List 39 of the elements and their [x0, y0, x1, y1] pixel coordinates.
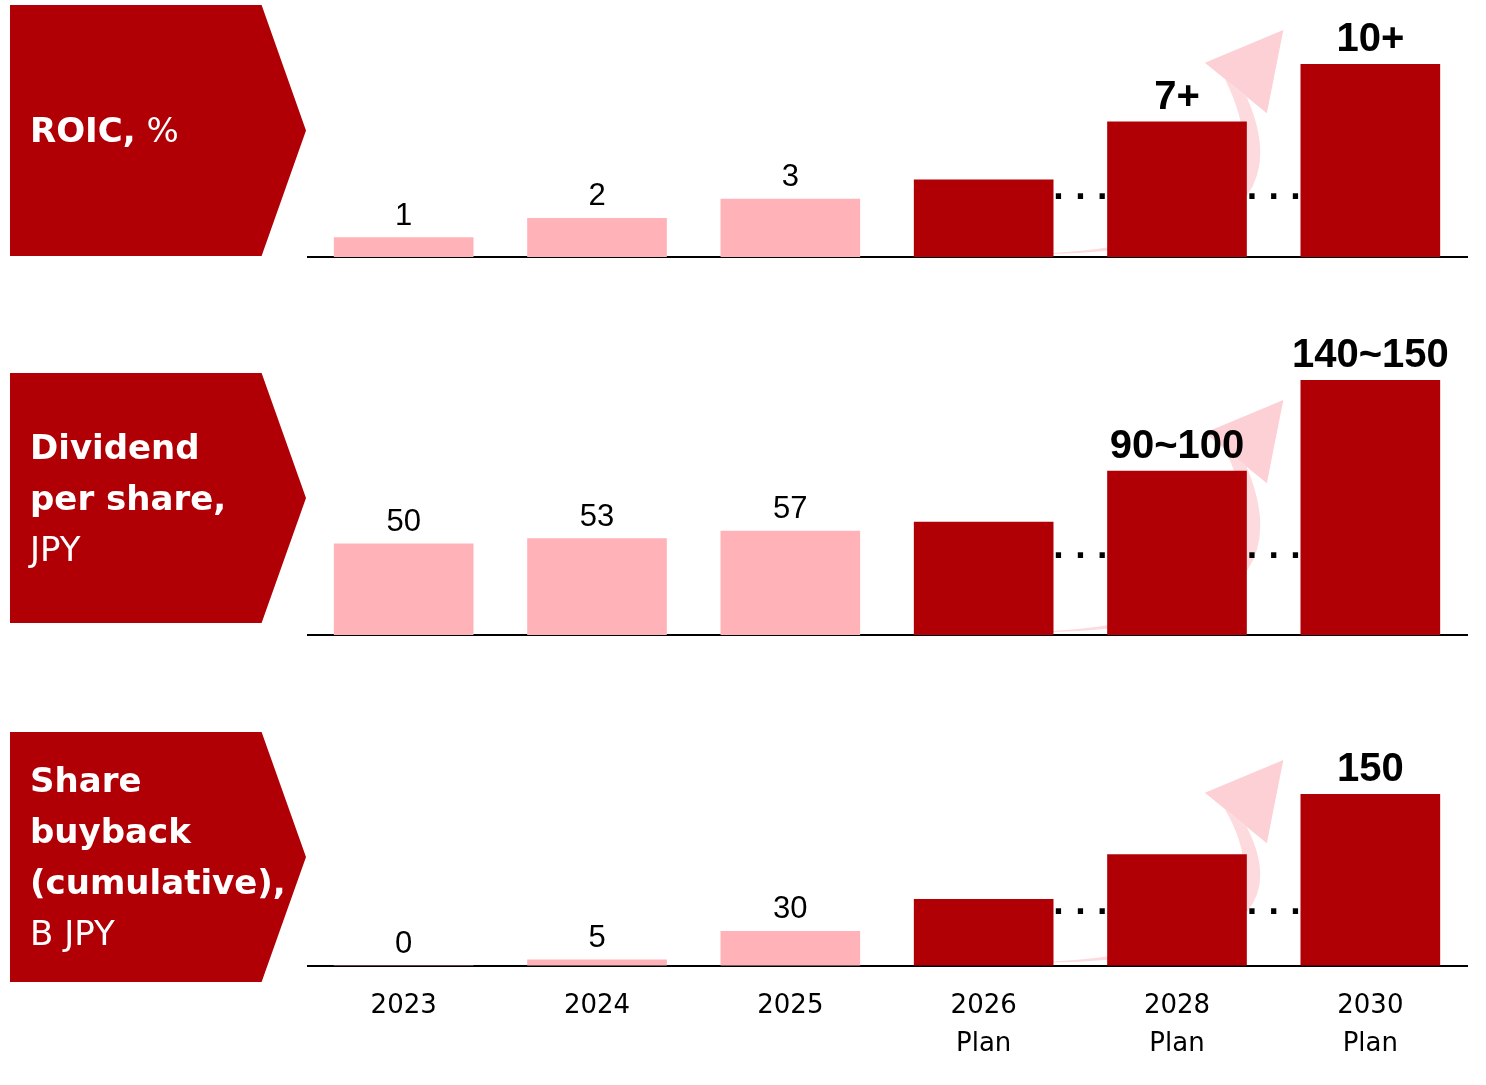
bar — [333, 543, 474, 635]
x-tick-label: 2023 — [370, 989, 437, 1020]
x-tick-label: 2030 Plan — [1337, 989, 1404, 1057]
data-label: 30 — [773, 890, 808, 926]
annotation: · · · — [1052, 893, 1108, 929]
text: Dividend per share, JPY — [30, 426, 227, 569]
bar — [527, 538, 667, 635]
data-label: 7+ — [1154, 72, 1200, 117]
text: ROIC, % — [30, 110, 179, 150]
data-label: 1 — [395, 196, 413, 232]
x-tick-label: 2025 — [757, 989, 824, 1020]
annotation: · · · — [1246, 893, 1302, 929]
bar — [527, 218, 667, 257]
bar — [1300, 64, 1441, 257]
data-label: 90~100 — [1109, 422, 1245, 467]
data-label: 2 — [588, 177, 606, 213]
annotation: · · · — [1246, 538, 1302, 574]
annotation: · · · — [1052, 178, 1108, 214]
data-label: 57 — [773, 490, 808, 526]
text: Share buyback (cumulative), B JPY — [30, 760, 286, 953]
annotation: · · · — [1052, 538, 1108, 574]
x-tick-label: 2026 Plan — [950, 989, 1017, 1057]
data-label: 150 — [1336, 745, 1404, 790]
data-label: 53 — [579, 497, 615, 533]
data-label: 5 — [588, 918, 606, 954]
data-label: 10+ — [1336, 15, 1405, 60]
x-tick-label: 2028 Plan — [1143, 989, 1211, 1057]
bar — [720, 930, 861, 966]
annotation: · · · — [1246, 178, 1302, 214]
bar — [333, 237, 474, 257]
x-tick-label: 2024 — [563, 989, 631, 1020]
bar — [1300, 794, 1441, 966]
data-label: 3 — [781, 158, 799, 194]
data-label: 0 — [395, 924, 413, 960]
bar — [1300, 380, 1441, 635]
bar — [720, 530, 861, 635]
bar — [720, 198, 861, 257]
data-label: 50 — [386, 502, 421, 538]
data-label: 140~150 — [1291, 331, 1449, 376]
